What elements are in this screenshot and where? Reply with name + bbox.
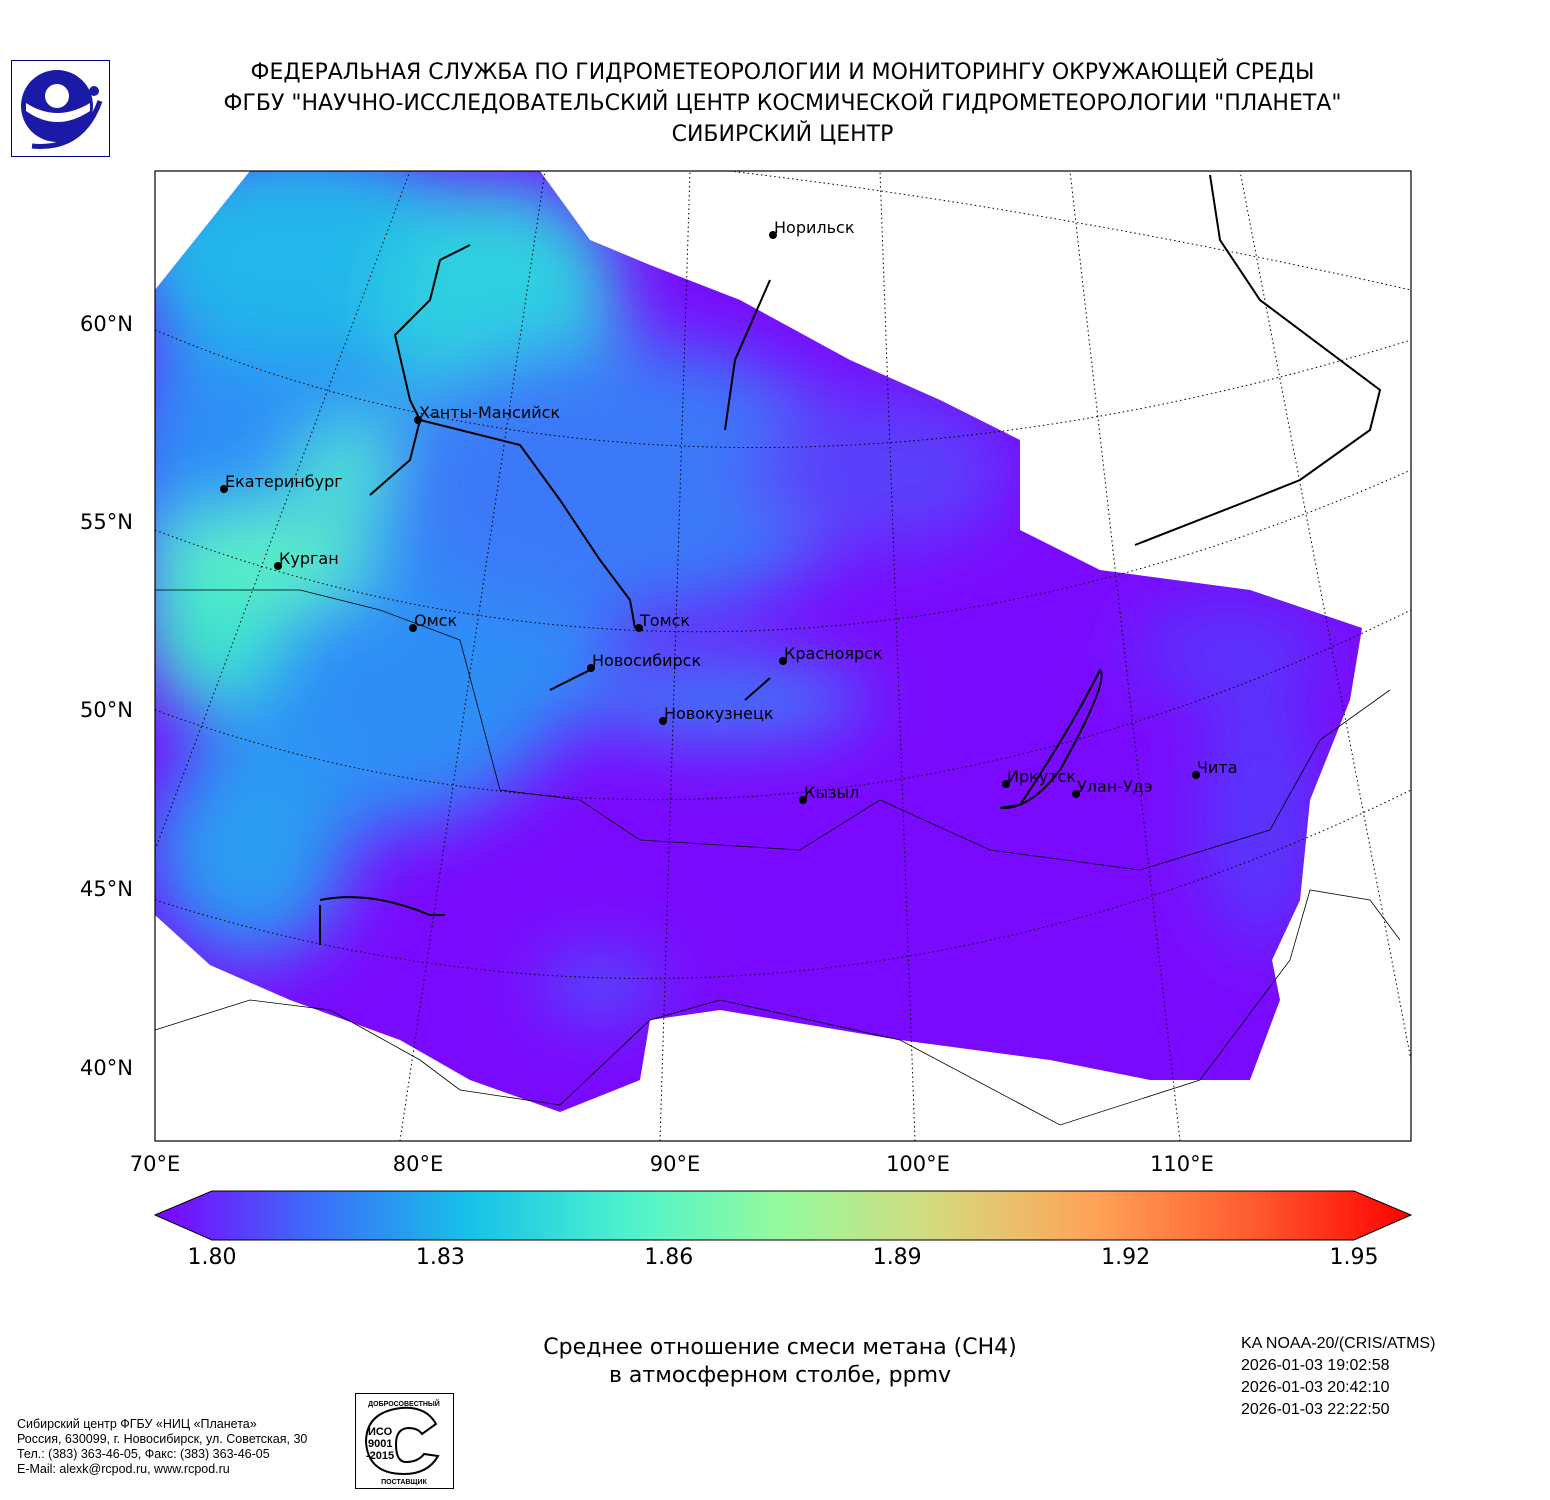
header-line-2: ФГБУ "НАУЧНО-ИССЛЕДОВАТЕЛЬСКИЙ ЦЕНТР КОС… (223, 91, 1342, 116)
footer-line: Россия, 630099, г. Новосибирск, ул. Сове… (17, 1432, 308, 1446)
graticule (155, 171, 1411, 1141)
city-marker: Новосибирск (587, 651, 701, 672)
header-line-1: ФЕДЕРАЛЬНАЯ СЛУЖБА ПО ГИДРОМЕТЕОРОЛОГИИ … (250, 60, 1315, 85)
pass-time: 2026-01-03 19:02:58 (1241, 1357, 1390, 1374)
city-label: Норильск (774, 218, 855, 237)
city-marker: Иркутск (1002, 767, 1076, 788)
city-label: Омск (414, 611, 457, 630)
city-marker: Томск (635, 611, 690, 632)
longitude-label: 70°E (129, 1152, 181, 1176)
city-dot (769, 231, 777, 239)
latitude-label: 60°N (80, 312, 133, 336)
city-label: Томск (639, 611, 690, 630)
caption-line-2: в атмосферном столбе, ppmv (608, 1363, 952, 1388)
city-marker: Норильск (769, 218, 855, 239)
iso-badge-middle: -2015 (366, 1450, 394, 1462)
city-label: Улан-Удэ (1077, 777, 1153, 796)
longitude-label: 90°E (649, 1152, 701, 1176)
iso-badge-middle: ИСО (368, 1426, 393, 1438)
city-dot (635, 624, 643, 632)
city-dot (659, 717, 667, 725)
coastlines-and-rivers (319, 174, 1382, 945)
footer-line: E-Mail: alexk@rcpod.ru, www.rcpod.ru (17, 1462, 230, 1476)
city-label: Красноярск (784, 644, 883, 663)
contact-footer: Сибирский центр ФГБУ «НИЦ «Планета» Росс… (17, 1417, 307, 1477)
city-dot (1002, 780, 1010, 788)
city-label: Ханты-Мансийск (419, 403, 560, 422)
city-label: Чита (1197, 758, 1238, 777)
iso-badge-top: ДОБРОСОВЕСТНЫЙ (368, 1399, 440, 1408)
latitude-label: 40°N (80, 1056, 133, 1080)
city-dot (799, 796, 807, 804)
city-dot (587, 664, 595, 672)
longitude-label: 100°E (886, 1152, 950, 1176)
colorbar-tick-label: 1.86 (644, 1245, 694, 1270)
city-label: Екатеринбург (225, 472, 343, 491)
city-markers: Норильск Ханты-Мансийск Екатеринбург Курган… (220, 218, 1238, 804)
city-label: Кызыл (804, 783, 859, 802)
latitude-label: 50°N (80, 698, 133, 722)
colorbar-tick-label: 1.83 (415, 1245, 465, 1270)
colorbar-tick-label: 1.80 (187, 1245, 237, 1270)
city-dot (220, 485, 228, 493)
satellite-info: KA NOAA-20/(CRIS/ATMS) 2026-01-03 19:02:… (1241, 1333, 1435, 1421)
iso-badge-middle: 9001 (368, 1438, 392, 1450)
city-marker: Кызыл (799, 783, 859, 804)
city-marker: Омск (409, 611, 457, 632)
city-label: Курган (279, 549, 339, 568)
city-dot (274, 562, 282, 570)
city-dot (414, 416, 422, 424)
city-marker: Новокузнецк (659, 704, 774, 725)
methane-field (155, 171, 1362, 1112)
colorbar (153, 1190, 1413, 1241)
city-dot (1072, 790, 1080, 798)
pass-time: 2026-01-03 22:22:50 (1241, 1401, 1390, 1418)
borders (155, 589, 1401, 1126)
city-marker: Ханты-Мансийск (414, 403, 560, 424)
city-marker: Красноярск (779, 644, 883, 665)
city-marker: Екатеринбург (220, 472, 343, 493)
colorbar-tick-label: 1.92 (1101, 1245, 1151, 1270)
iso-badge-bottom: ПОСТАВЩИК (381, 1479, 427, 1486)
city-marker: Курган (274, 549, 339, 570)
footer-line: Тел.: (383) 363-46-05, Факс: (383) 363-4… (17, 1447, 270, 1461)
city-dot (1192, 771, 1200, 779)
latitude-label: 55°N (80, 510, 133, 534)
iso-9001-badge: ДОБРОСОВЕСТНЫЙ ИСО 9001 -2015 ПОСТАВЩИК (355, 1393, 454, 1489)
city-dot (409, 624, 417, 632)
caption-line-1: Среднее отношение смеси метана (CH4) (543, 1335, 1017, 1360)
longitude-label: 110°E (1150, 1152, 1214, 1176)
header-line-3: СИБИРСКИЙ ЦЕНТР (671, 122, 894, 147)
map-frame (154, 170, 1412, 1142)
satellite-name: KA NOAA-20/(CRIS/ATMS) (1241, 1335, 1436, 1352)
planeta-logo (11, 60, 110, 157)
latitude-label: 45°N (80, 877, 133, 901)
city-marker: Чита (1192, 758, 1238, 779)
city-dot (779, 657, 787, 665)
footer-line: Сибирский центр ФГБУ «НИЦ «Планета» (17, 1417, 257, 1431)
colorbar-tick-label: 1.95 (1329, 1245, 1379, 1270)
colorbar-tick-label: 1.89 (872, 1245, 922, 1270)
city-label: Иркутск (1007, 767, 1076, 786)
city-label: Новосибирск (592, 651, 701, 670)
pass-time: 2026-01-03 20:42:10 (1241, 1379, 1390, 1396)
city-label: Новокузнецк (664, 704, 774, 723)
longitude-label: 80°E (392, 1152, 444, 1176)
city-marker: Улан-Удэ (1072, 777, 1153, 798)
